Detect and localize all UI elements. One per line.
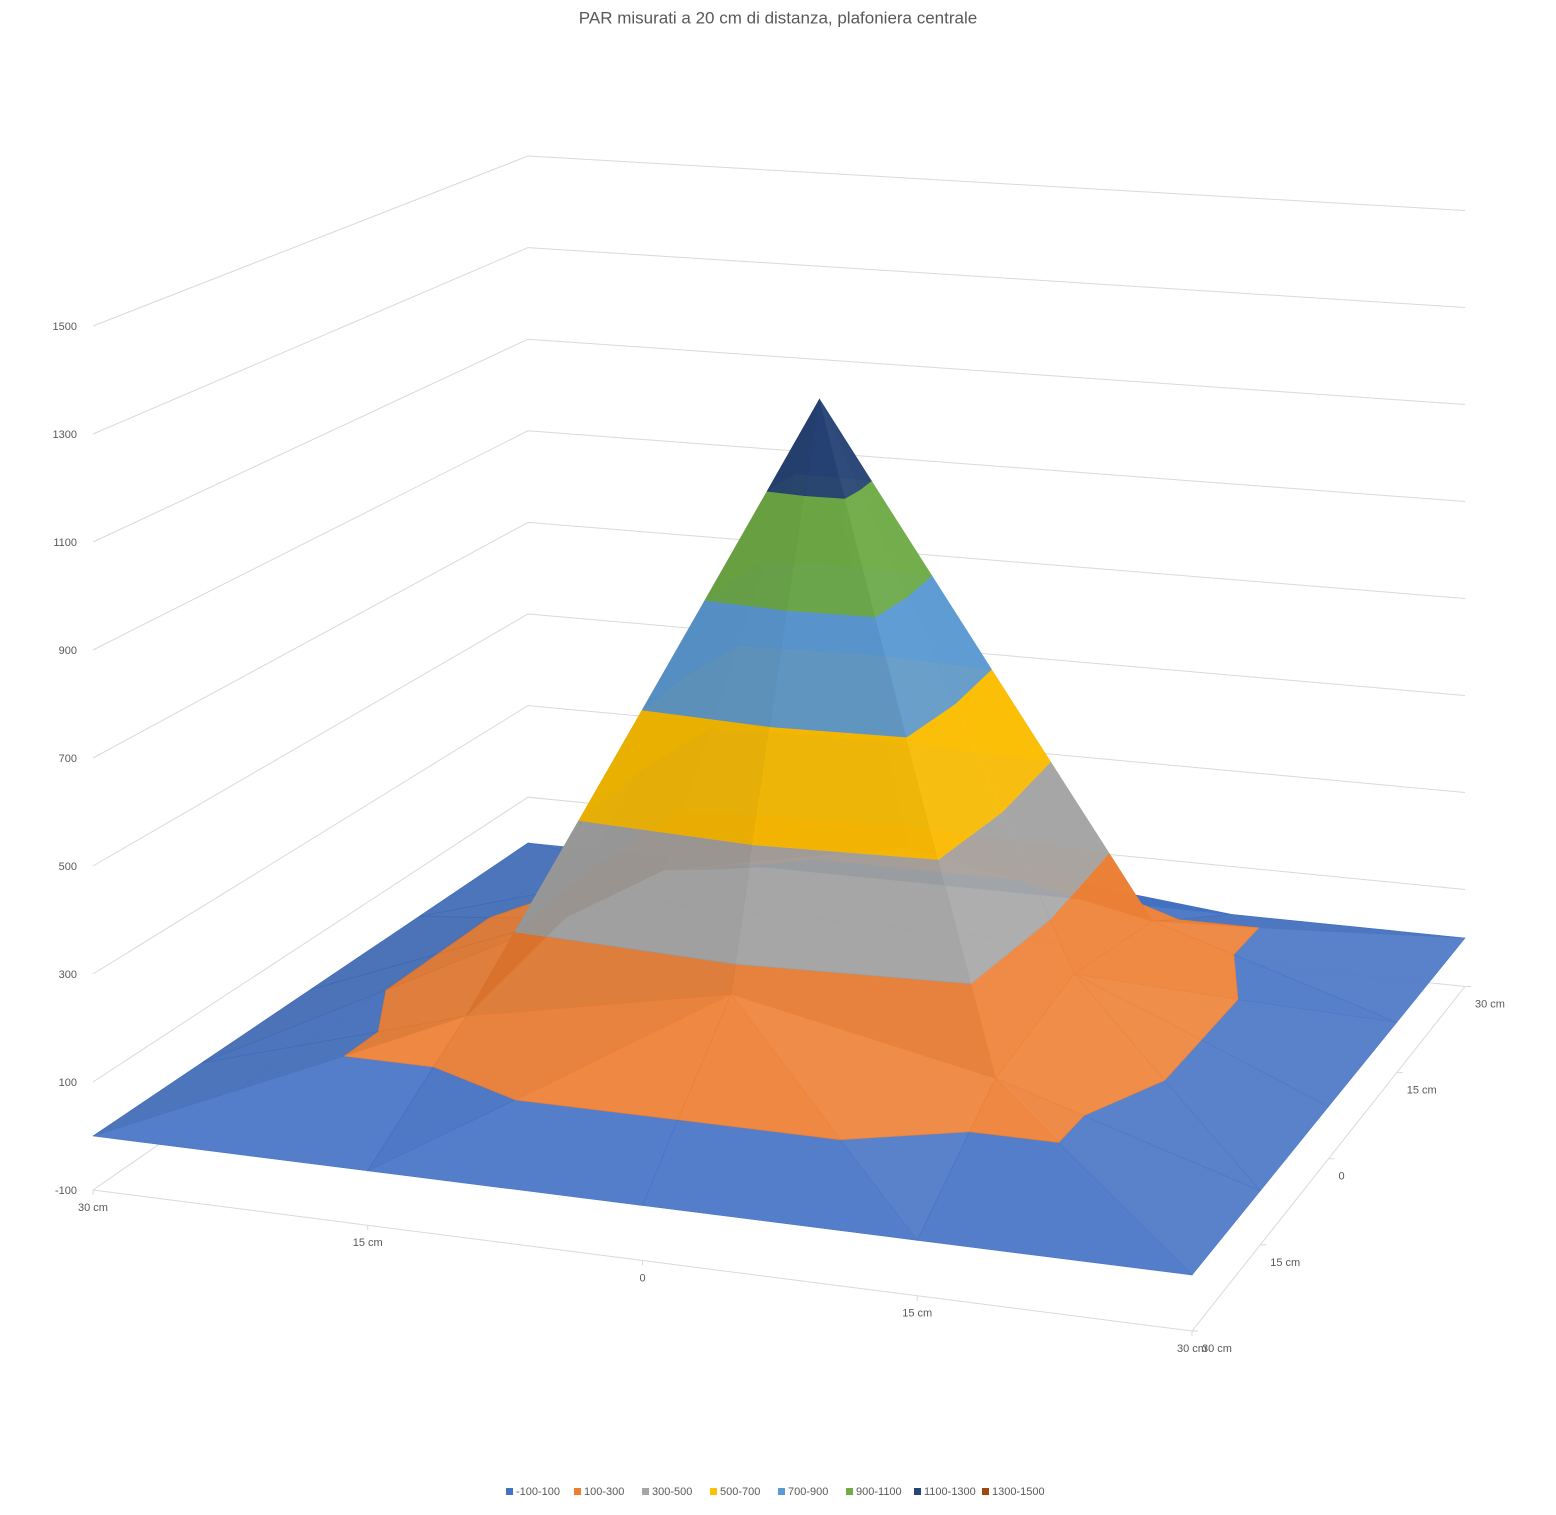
y-tick-label: 0 [1339, 1171, 1345, 1183]
legend-label: -100-100 [516, 1486, 560, 1498]
x-tick-label: 15 cm [353, 1237, 383, 1249]
y-tick-label: 15 cm [1407, 1085, 1437, 1097]
surface-facet [578, 709, 771, 846]
y-tick-label: 30 cm [1475, 998, 1505, 1010]
legend-swatch [642, 1488, 649, 1495]
legend-swatch [574, 1488, 581, 1495]
y-tick-label: 30 cm [1202, 1343, 1232, 1355]
legend-swatch [914, 1488, 921, 1495]
grid-line [92, 705, 1466, 975]
legend-label: 300-500 [652, 1486, 692, 1498]
y-tick-label: 15 cm [1270, 1257, 1300, 1269]
legend-label: 500-700 [720, 1486, 760, 1498]
x-tick-label: 30 cm [78, 1202, 108, 1214]
grid-line [92, 521, 1466, 759]
x-tick-label: 0 [639, 1272, 645, 1284]
legend-swatch [982, 1488, 989, 1495]
z-tick-label: 1300 [53, 429, 77, 441]
z-tick-label: 1500 [53, 321, 77, 333]
grid-line [92, 247, 1466, 435]
legend: -100-100 100-300 300-500 500-700 700-900 900-… [506, 1486, 1045, 1498]
grid-line [92, 338, 1466, 543]
legend-label: 1100-1300 [924, 1486, 976, 1498]
z-tick-label: 900 [59, 645, 77, 657]
z-tick-label: 700 [59, 753, 77, 765]
surface-facet [734, 844, 972, 985]
legend-label: 900-1100 [856, 1486, 902, 1498]
grid-line [92, 430, 1466, 651]
chart-title: PAR misurati a 20 cm di distanza, plafon… [579, 8, 977, 27]
surface-facet [1073, 973, 1202, 1081]
surface-facet [641, 599, 788, 728]
legend-swatch [778, 1488, 785, 1495]
z-tick-label: 1100 [53, 537, 77, 549]
legend-swatch [710, 1488, 717, 1495]
grid-line [92, 155, 1466, 327]
z-tick-label: 100 [59, 1077, 77, 1089]
legend-label: 1300-1500 [992, 1486, 1045, 1498]
grid-line [92, 796, 1466, 1083]
legend-swatch [846, 1488, 853, 1495]
legend-swatch [506, 1488, 513, 1495]
surface-facet [819, 399, 861, 499]
z-tick-label: 500 [59, 861, 77, 873]
legend-label: 700-900 [788, 1486, 828, 1498]
z-tick-label: -100 [55, 1185, 77, 1197]
grid-line [92, 613, 1466, 867]
legend-label: 100-300 [584, 1486, 624, 1498]
x-tick-label: 30 cm [1177, 1343, 1207, 1355]
x-tick-label: 15 cm [902, 1308, 932, 1320]
surface-facet [995, 1078, 1085, 1143]
z-tick-label: 300 [59, 969, 77, 981]
